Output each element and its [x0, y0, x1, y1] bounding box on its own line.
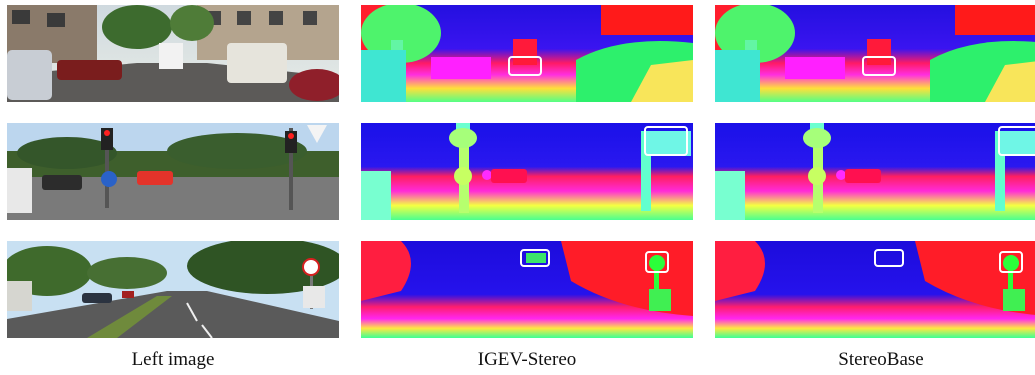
highlight-box — [998, 126, 1035, 156]
stereobase-disparity-urban-street — [715, 5, 1035, 102]
highlight-box — [999, 251, 1023, 273]
highlight-box — [862, 56, 896, 76]
highlight-box — [520, 249, 550, 267]
igev-stereo-disparity-intersection — [361, 123, 693, 220]
caption-igev-stereo: IGEV-Stereo — [477, 349, 577, 370]
caption-left-image: Left image — [131, 349, 215, 370]
caption-stereobase: StereoBase — [838, 349, 924, 370]
highlight-box — [874, 249, 904, 267]
highlight-box — [645, 251, 669, 273]
igev-stereo-disparity-road-with-sign — [361, 241, 693, 338]
highlight-box — [644, 126, 688, 156]
igev-stereo-disparity-urban-street — [361, 5, 693, 102]
left-image-road-with-sign — [7, 241, 339, 338]
left-image-urban-street — [7, 5, 339, 102]
stereobase-disparity-road-with-sign — [715, 241, 1035, 338]
highlight-box — [508, 56, 542, 76]
left-image-intersection — [7, 123, 339, 220]
stereobase-disparity-intersection — [715, 123, 1035, 220]
